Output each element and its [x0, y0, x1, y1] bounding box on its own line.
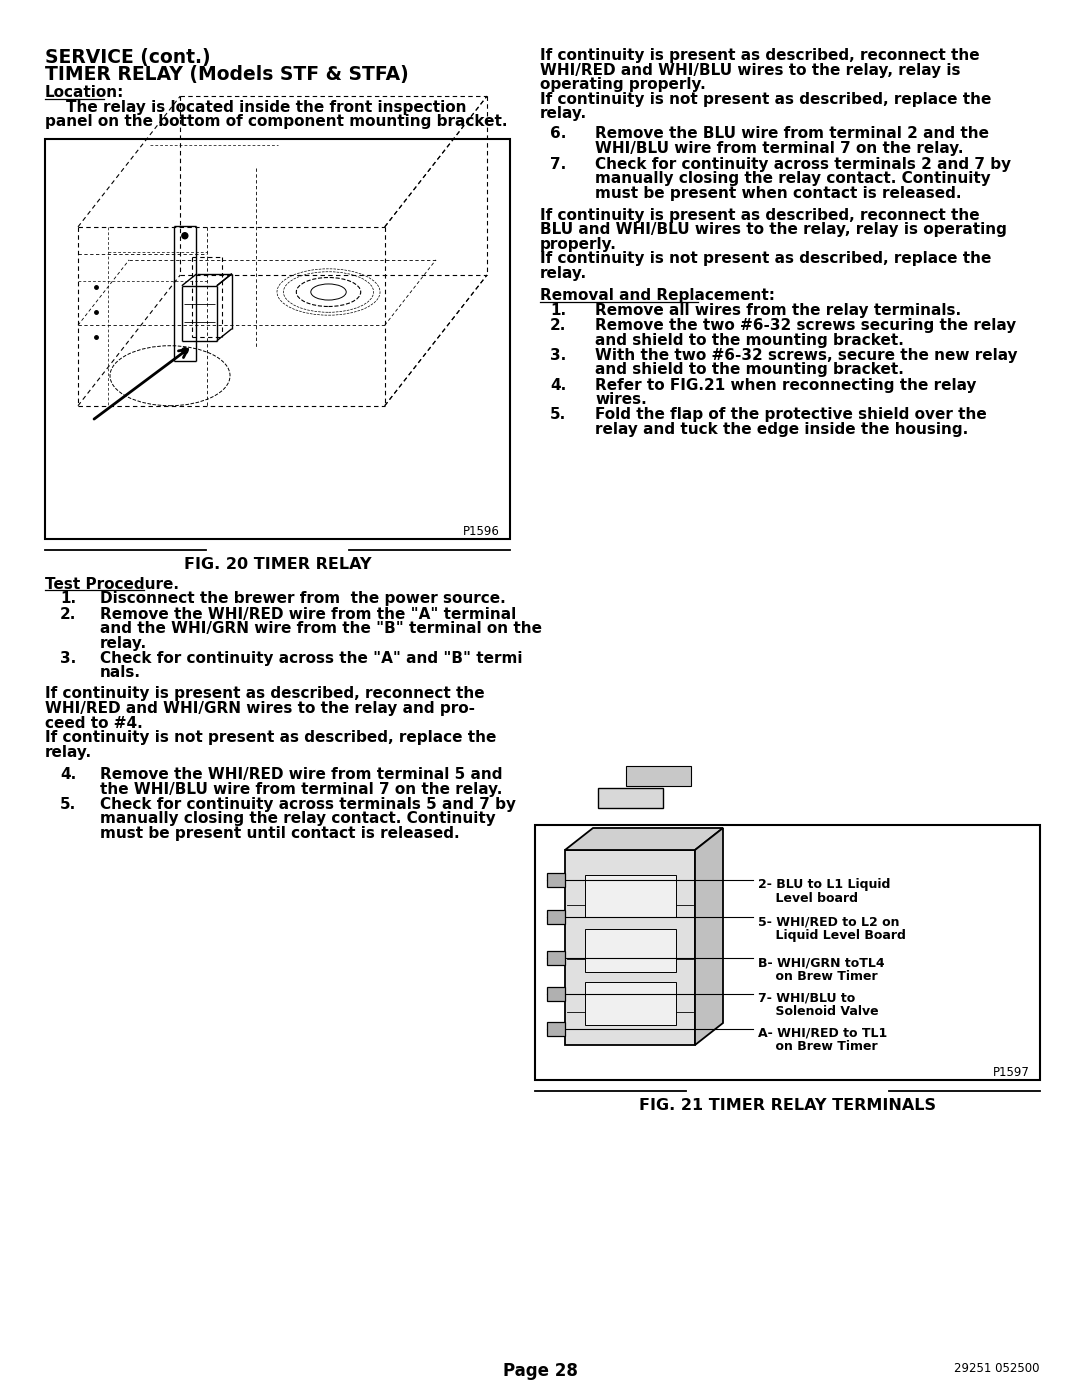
Text: FIG. 21 TIMER RELAY TERMINALS: FIG. 21 TIMER RELAY TERMINALS	[639, 1098, 936, 1113]
Text: BLU and WHI/BLU wires to the relay, relay is operating: BLU and WHI/BLU wires to the relay, rela…	[540, 222, 1007, 237]
Text: Check for continuity across terminals 5 and 7 by: Check for continuity across terminals 5 …	[100, 796, 516, 812]
Text: relay and tuck the edge inside the housing.: relay and tuck the edge inside the housi…	[595, 422, 969, 437]
Text: Refer to FIG.21 when reconnecting the relay: Refer to FIG.21 when reconnecting the re…	[595, 377, 976, 393]
Text: 2- BLU to L1 Liquid: 2- BLU to L1 Liquid	[758, 879, 890, 891]
Polygon shape	[565, 828, 723, 849]
Bar	[546, 1021, 565, 1035]
Circle shape	[181, 348, 188, 353]
Bar	[546, 911, 565, 925]
Text: Page 28: Page 28	[502, 1362, 578, 1380]
Text: manually closing the relay contact. Continuity: manually closing the relay contact. Cont…	[100, 812, 496, 827]
Text: Fold the flap of the protective shield over the: Fold the flap of the protective shield o…	[595, 408, 987, 422]
Text: Remove the WHI/RED wire from the "A" terminal: Remove the WHI/RED wire from the "A" ter…	[100, 606, 516, 622]
Text: 3.: 3.	[60, 651, 77, 666]
Text: ceed to #4.: ceed to #4.	[45, 715, 143, 731]
Text: If continuity is present as described, reconnect the: If continuity is present as described, r…	[540, 208, 980, 222]
Text: Liquid Level Board: Liquid Level Board	[758, 929, 906, 942]
Text: 2.: 2.	[60, 606, 77, 622]
Text: relay.: relay.	[45, 745, 92, 760]
Text: 5.: 5.	[60, 796, 77, 812]
Text: wires.: wires.	[595, 393, 647, 407]
Text: TIMER RELAY (Models STF & STFA): TIMER RELAY (Models STF & STFA)	[45, 64, 408, 84]
Text: operating properly.: operating properly.	[540, 77, 705, 92]
Text: 5- WHI/RED to L2 on: 5- WHI/RED to L2 on	[758, 915, 900, 929]
Text: A- WHI/RED to TL1: A- WHI/RED to TL1	[758, 1027, 888, 1039]
Text: Test Procedure.: Test Procedure.	[45, 577, 179, 592]
Text: on Brew Timer: on Brew Timer	[758, 1039, 878, 1053]
Text: nals.: nals.	[100, 665, 141, 680]
Text: Location:: Location:	[45, 85, 124, 101]
Text: SERVICE (cont.): SERVICE (cont.)	[45, 47, 211, 67]
Text: must be present when contact is released.: must be present when contact is released…	[595, 186, 961, 201]
Bar	[565, 849, 696, 1045]
Bar	[584, 982, 675, 1024]
Polygon shape	[696, 828, 723, 1045]
Text: 3.: 3.	[550, 348, 566, 363]
Text: 4.: 4.	[550, 377, 566, 393]
Text: If continuity is not present as described, replace the: If continuity is not present as describe…	[540, 251, 991, 267]
Text: properly.: properly.	[540, 236, 617, 251]
Text: Check for continuity across terminals 2 and 7 by: Check for continuity across terminals 2 …	[595, 156, 1011, 172]
Text: Removal and Replacement:: Removal and Replacement:	[540, 288, 775, 303]
Text: WHI/RED and WHI/GRN wires to the relay and pro-: WHI/RED and WHI/GRN wires to the relay a…	[45, 701, 475, 717]
Text: P1597: P1597	[994, 1066, 1030, 1078]
Text: relay.: relay.	[540, 106, 588, 122]
Text: on Brew Timer: on Brew Timer	[758, 970, 878, 982]
Text: relay.: relay.	[100, 636, 147, 651]
Bar	[584, 875, 675, 918]
Text: 7.: 7.	[550, 156, 566, 172]
Text: and shield to the mounting bracket.: and shield to the mounting bracket.	[595, 362, 904, 377]
Text: 2.: 2.	[550, 319, 566, 332]
Text: Disconnect the brewer from  the power source.: Disconnect the brewer from the power sou…	[100, 591, 505, 606]
Text: 29251 052500: 29251 052500	[955, 1362, 1040, 1375]
Text: 5.: 5.	[550, 408, 566, 422]
Bar	[45, 138, 510, 539]
Text: Check for continuity across the "A" and "B" termi: Check for continuity across the "A" and …	[100, 651, 523, 666]
Text: panel on the bottom of component mounting bracket.: panel on the bottom of component mountin…	[45, 115, 508, 129]
Text: If continuity is not present as described, replace the: If continuity is not present as describe…	[540, 92, 991, 106]
Bar	[535, 826, 1040, 1080]
Circle shape	[181, 233, 188, 239]
Text: Remove the two #6-32 screws securing the relay: Remove the two #6-32 screws securing the…	[595, 319, 1016, 332]
Text: 1.: 1.	[550, 303, 566, 319]
Text: P1596: P1596	[463, 525, 500, 538]
Text: Remove all wires from the relay terminals.: Remove all wires from the relay terminal…	[595, 303, 961, 319]
Text: With the two #6-32 screws, secure the new relay: With the two #6-32 screws, secure the ne…	[595, 348, 1017, 363]
Bar	[597, 788, 662, 807]
Text: Remove the BLU wire from terminal 2 and the: Remove the BLU wire from terminal 2 and …	[595, 126, 989, 141]
Text: The relay is located inside the front inspection: The relay is located inside the front in…	[45, 99, 467, 115]
Bar	[584, 929, 675, 972]
Text: Level board: Level board	[758, 891, 858, 905]
Text: must be present until contact is released.: must be present until contact is release…	[100, 826, 460, 841]
Text: 4.: 4.	[60, 767, 77, 782]
Bar	[546, 986, 565, 1000]
Text: Remove the WHI/RED wire from terminal 5 and: Remove the WHI/RED wire from terminal 5 …	[100, 767, 502, 782]
Text: 1.: 1.	[60, 591, 76, 606]
Text: the WHI/BLU wire from terminal 7 on the relay.: the WHI/BLU wire from terminal 7 on the …	[100, 781, 502, 796]
Text: 7- WHI/BLU to: 7- WHI/BLU to	[758, 992, 855, 1004]
Text: FIG. 20 TIMER RELAY: FIG. 20 TIMER RELAY	[184, 557, 372, 571]
Text: WHI/RED and WHI/BLU wires to the relay, relay is: WHI/RED and WHI/BLU wires to the relay, …	[540, 63, 960, 77]
Bar	[546, 873, 565, 887]
Text: WHI/BLU wire from terminal 7 on the relay.: WHI/BLU wire from terminal 7 on the rela…	[595, 141, 963, 156]
Text: If continuity is not present as described, replace the: If continuity is not present as describe…	[45, 731, 497, 745]
Bar	[625, 766, 690, 787]
Bar	[546, 951, 565, 965]
Text: and the WHI/GRN wire from the "B" terminal on the: and the WHI/GRN wire from the "B" termin…	[100, 622, 542, 636]
Text: If continuity is present as described, reconnect the: If continuity is present as described, r…	[540, 47, 980, 63]
Text: manually closing the relay contact. Continuity: manually closing the relay contact. Cont…	[595, 172, 990, 186]
Text: 6.: 6.	[550, 126, 566, 141]
Text: Solenoid Valve: Solenoid Valve	[758, 1004, 879, 1018]
Text: If continuity is present as described, reconnect the: If continuity is present as described, r…	[45, 686, 485, 701]
Text: relay.: relay.	[540, 265, 588, 281]
Text: B- WHI/GRN toTL4: B- WHI/GRN toTL4	[758, 957, 885, 970]
Text: and shield to the mounting bracket.: and shield to the mounting bracket.	[595, 332, 904, 348]
